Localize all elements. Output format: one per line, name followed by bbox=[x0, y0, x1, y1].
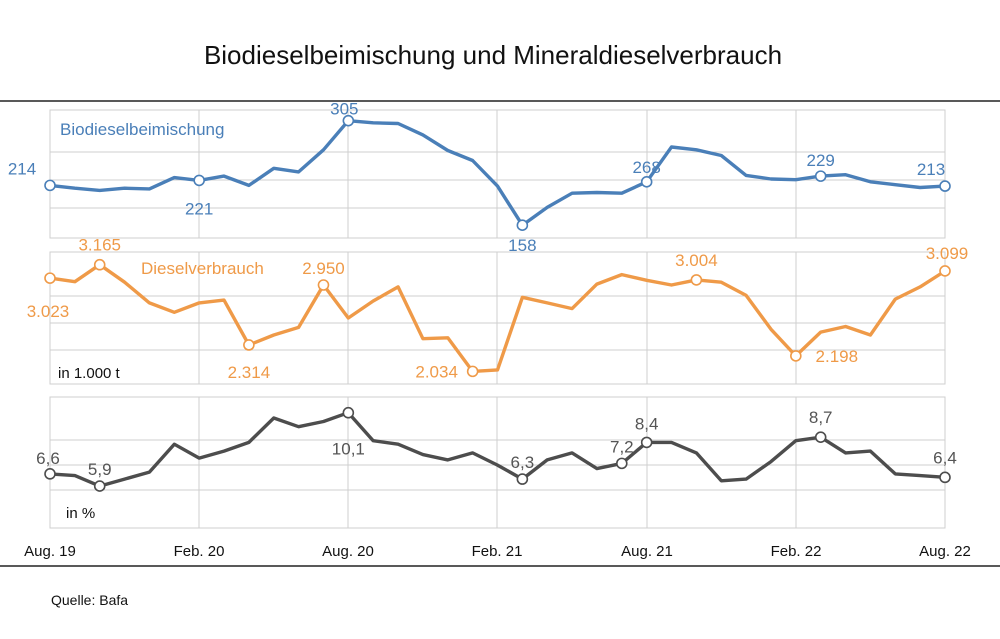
x-tick-label: Aug. 19 bbox=[24, 543, 76, 560]
data-label: 2.314 bbox=[228, 363, 271, 382]
data-label: 8,7 bbox=[809, 408, 833, 427]
x-tick-label: Aug. 21 bbox=[621, 543, 673, 560]
data-label: 268 bbox=[632, 158, 660, 177]
data-point-marker bbox=[342, 114, 355, 127]
data-point-marker bbox=[93, 258, 106, 271]
data-label: 213 bbox=[917, 160, 945, 179]
source-note: Quelle: Bafa bbox=[51, 592, 128, 608]
data-point-marker bbox=[814, 170, 827, 182]
data-point-marker bbox=[516, 473, 529, 485]
unit-label: in 1.000 t bbox=[58, 365, 121, 382]
data-point-marker bbox=[93, 480, 106, 492]
data-label: 8,4 bbox=[635, 414, 659, 433]
data-label: 221 bbox=[185, 199, 213, 218]
chart-title: Biodieselbeimischung und Mineraldieselve… bbox=[204, 40, 782, 70]
x-axis-ticks: Aug. 19 Feb. 20 Aug. 20 Feb. 21 Aug. 21 Feb. … bbox=[24, 543, 971, 560]
data-point-marker bbox=[516, 219, 529, 231]
data-label: 3.023 bbox=[27, 302, 70, 321]
data-point-marker bbox=[466, 365, 479, 378]
x-tick-label: Feb. 21 bbox=[472, 543, 523, 560]
data-point-marker bbox=[939, 180, 951, 192]
series-name-label: Biodieselbeimischung bbox=[60, 120, 224, 139]
data-point-marker bbox=[342, 406, 355, 419]
data-label: 6,6 bbox=[36, 449, 60, 468]
data-point-marker bbox=[243, 339, 255, 351]
data-point-marker bbox=[690, 274, 703, 286]
panel-biodiesel: Biodieselbeimischung 214 221 305 158 268 229 21… bbox=[8, 100, 951, 255]
data-label: 6,3 bbox=[511, 453, 535, 472]
data-label: 305 bbox=[330, 100, 358, 119]
data-label: 214 bbox=[8, 159, 36, 178]
data-label: 3.165 bbox=[78, 236, 121, 255]
series-line bbox=[48, 411, 947, 488]
data-point-marker bbox=[640, 436, 653, 449]
data-label: 229 bbox=[807, 151, 835, 170]
data-point-marker bbox=[939, 265, 951, 277]
data-label: 5,9 bbox=[88, 460, 112, 479]
data-label: 10,1 bbox=[332, 440, 365, 459]
x-tick-label: Aug. 20 bbox=[322, 543, 374, 560]
data-label: 7,2 bbox=[610, 437, 634, 456]
data-point-marker bbox=[814, 431, 827, 443]
series-name-label: Dieselverbrauch bbox=[141, 259, 264, 278]
panel-dieselverbrauch: Dieselverbrauch in 1.000 t 3.023 3.165 2.314… bbox=[27, 236, 969, 385]
data-label: 2.198 bbox=[816, 347, 859, 366]
data-label: 158 bbox=[508, 236, 536, 255]
data-point-marker bbox=[790, 350, 802, 362]
data-point-marker bbox=[939, 471, 951, 484]
data-point-marker bbox=[44, 468, 56, 480]
data-label: 6,4 bbox=[933, 448, 957, 467]
data-point-marker bbox=[44, 179, 56, 192]
data-point-marker bbox=[193, 174, 205, 187]
data-point-marker bbox=[640, 176, 653, 188]
data-point-marker bbox=[616, 457, 628, 470]
data-label: 2.950 bbox=[302, 259, 345, 278]
data-label: 3.004 bbox=[675, 251, 718, 270]
unit-label: in % bbox=[66, 505, 95, 522]
x-tick-label: Feb. 22 bbox=[771, 543, 822, 560]
x-tick-label: Aug. 22 bbox=[919, 543, 971, 560]
data-point-marker bbox=[44, 272, 56, 284]
data-label: 2.034 bbox=[415, 362, 458, 381]
data-label: 3.099 bbox=[926, 244, 969, 263]
x-tick-label: Feb. 20 bbox=[174, 543, 225, 560]
panel-share: in % 6,6 5,9 10,1 6,3 7,28,4 8,7 6,4 bbox=[36, 396, 957, 529]
data-point-marker bbox=[317, 279, 330, 291]
